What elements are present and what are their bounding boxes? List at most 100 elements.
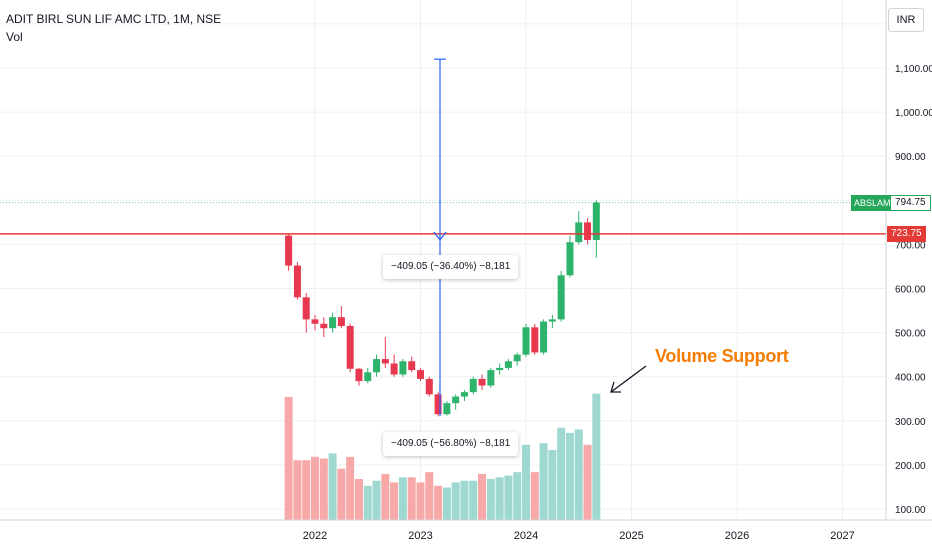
candle-body (557, 275, 565, 320)
volume-bar (478, 473, 487, 520)
price-tick-label: 200.00 (895, 461, 926, 472)
volume-bar (460, 480, 469, 520)
candle-body (592, 202, 600, 240)
volume-bar (565, 432, 574, 520)
candle-body (320, 323, 328, 329)
candle-body (584, 222, 592, 240)
measure-label-lower[interactable]: −409.05 (−56.80%) −8,181 (383, 431, 519, 456)
candle-body (346, 325, 354, 369)
volume-bar (319, 458, 328, 520)
currency-button[interactable]: INR (888, 8, 924, 32)
candle-body (504, 361, 512, 368)
candle-body (381, 359, 389, 364)
candle-body (399, 361, 407, 375)
candle-body (302, 297, 310, 320)
volume-bar (407, 477, 416, 520)
candle-body (293, 265, 301, 298)
candle-body (417, 370, 424, 379)
legend: ADIT BIRL SUN LIF AMC LTD, 1M, NSE Vol (6, 10, 221, 46)
candle-body (575, 222, 583, 243)
volume-bar (592, 393, 601, 520)
volume-bar (346, 456, 355, 520)
volume-bar (574, 429, 583, 520)
volume-bar (486, 479, 495, 520)
candle-body (496, 367, 504, 371)
price-tick-label: 1,100.00 (895, 64, 932, 75)
volume-bar (337, 468, 346, 520)
measure-tool (433, 58, 447, 416)
volume-bar (548, 449, 557, 520)
candle-body (364, 372, 372, 382)
time-tick-label: 2023 (408, 530, 432, 542)
candle-body (548, 319, 556, 322)
candle-body (469, 378, 477, 393)
volume-bar (434, 485, 443, 520)
ticker-label: ABSLAMC (851, 194, 901, 211)
volume-bar (539, 443, 548, 520)
candle-body (408, 361, 416, 371)
time-tick-label: 2024 (514, 530, 538, 542)
last-price-label: 794.75 (890, 194, 931, 211)
price-tick-label: 1,000.00 (895, 108, 932, 119)
candle-body (337, 317, 345, 326)
candle-body (540, 321, 548, 353)
volume-bar (504, 475, 513, 520)
candle-body (478, 378, 486, 386)
price-tick-label: 100.00 (895, 505, 926, 516)
time-tick-label: 2026 (725, 530, 749, 542)
volume-bar (381, 473, 390, 520)
volume-bar (284, 397, 293, 520)
price-tick-label: 600.00 (895, 285, 926, 296)
candle-body (434, 394, 442, 415)
volume-bar (311, 456, 319, 520)
candle-body (513, 354, 521, 362)
candle-body (329, 317, 337, 329)
candle-body (355, 368, 363, 382)
price-tick-label: 500.00 (895, 329, 926, 340)
volume-bar (372, 480, 381, 520)
volume-bar (583, 444, 592, 520)
volume-bar (530, 472, 539, 520)
volume-bar (469, 480, 478, 520)
volume-bar (293, 460, 302, 520)
volume-bar (495, 477, 504, 520)
candle-body (443, 403, 451, 415)
candle-body (531, 327, 539, 353)
horizontal-line (0, 202, 886, 235)
volume-indicator-label[interactable]: Vol (6, 30, 23, 44)
candle-body (460, 392, 468, 397)
time-tick-label: 2025 (619, 530, 643, 542)
time-tick-label: 2022 (303, 530, 327, 542)
volume-bar (416, 482, 425, 520)
candles (285, 200, 600, 417)
arrow-head (610, 381, 621, 393)
candle-body (522, 327, 530, 355)
price-tick-label: 300.00 (895, 417, 926, 428)
arrow-shaft (610, 365, 647, 393)
volume-bar (442, 487, 451, 520)
volume-bar (557, 427, 566, 520)
volume-bars (284, 393, 601, 520)
candle-body (566, 242, 574, 276)
volume-bar (513, 472, 522, 520)
volume-support-note[interactable]: Volume Support (655, 346, 789, 366)
candle-body (285, 235, 293, 266)
candle-body (487, 370, 495, 386)
candle-body (311, 319, 319, 324)
symbol-title[interactable]: ADIT BIRL SUN LIF AMC LTD, 1M, NSE (6, 12, 222, 26)
volume-bar (363, 485, 372, 520)
volume-bar (451, 482, 460, 520)
candle-body (452, 396, 460, 404)
price-tick-label: 400.00 (895, 373, 926, 384)
volume-bar (425, 472, 434, 520)
volume-bar (390, 482, 399, 520)
volume-bar (522, 444, 530, 520)
candle-body (390, 363, 398, 375)
price-tick-label: 700.00 (895, 240, 926, 251)
note-arrow (610, 365, 647, 393)
candle-body (425, 378, 433, 395)
volume-bar (398, 477, 407, 520)
measure-label-upper[interactable]: −409.05 (−36.40%) −8,181 (383, 254, 519, 279)
